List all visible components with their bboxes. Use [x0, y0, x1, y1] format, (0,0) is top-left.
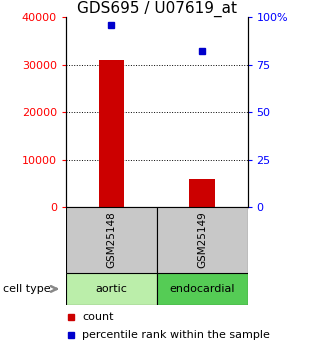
Text: aortic: aortic [95, 284, 127, 294]
Text: endocardial: endocardial [169, 284, 235, 294]
Text: cell type: cell type [3, 284, 51, 294]
Bar [157, 273, 248, 305]
Text: GSM25149: GSM25149 [197, 211, 207, 268]
Bar [99, 60, 124, 207]
Bar [189, 179, 215, 207]
Bar [66, 207, 157, 273]
Text: GSM25148: GSM25148 [106, 211, 116, 268]
Bar [157, 207, 248, 273]
Title: GDS695 / U07619_at: GDS695 / U07619_at [77, 1, 237, 17]
Text: percentile rank within the sample: percentile rank within the sample [82, 330, 270, 340]
Bar [66, 273, 157, 305]
Text: count: count [82, 312, 114, 322]
